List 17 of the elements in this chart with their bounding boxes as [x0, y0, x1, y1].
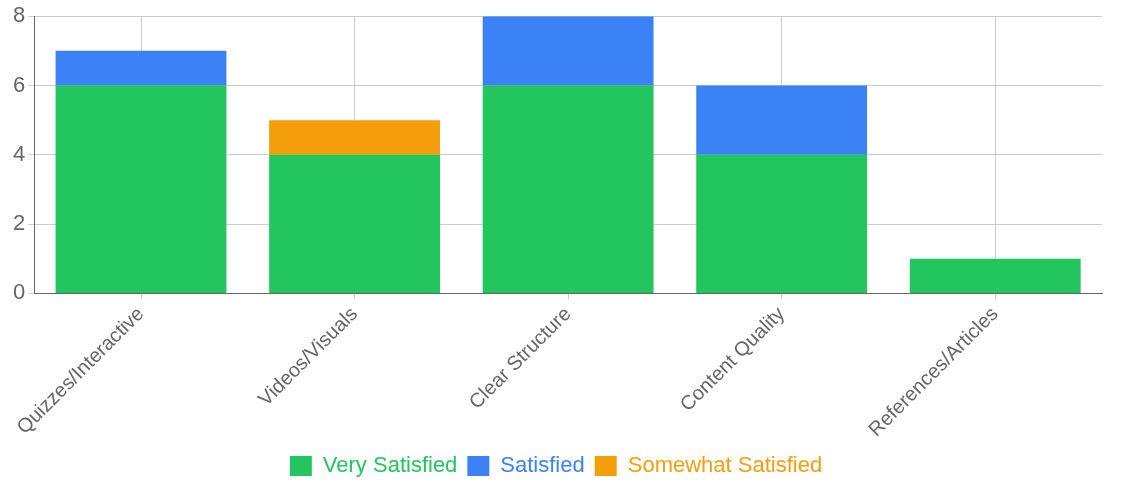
bar	[482, 85, 654, 293]
bar	[696, 154, 868, 293]
bar	[269, 120, 440, 155]
legend-label: Very Satisfied	[322, 452, 458, 478]
legend-label: Somewhat Satisfied	[627, 452, 823, 478]
y-tick-label: 6	[12, 71, 26, 97]
bar	[269, 154, 440, 293]
y-tick-label: 8	[12, 2, 26, 28]
legend-label: Satisfied	[500, 452, 585, 478]
y-tick-label: 0	[12, 279, 26, 305]
bar	[696, 85, 868, 155]
bar	[909, 258, 1081, 293]
bar	[55, 50, 227, 86]
bar	[55, 85, 227, 293]
bar	[482, 16, 654, 86]
y-tick-label: 4	[12, 140, 26, 166]
y-tick-label: 2	[12, 210, 26, 236]
